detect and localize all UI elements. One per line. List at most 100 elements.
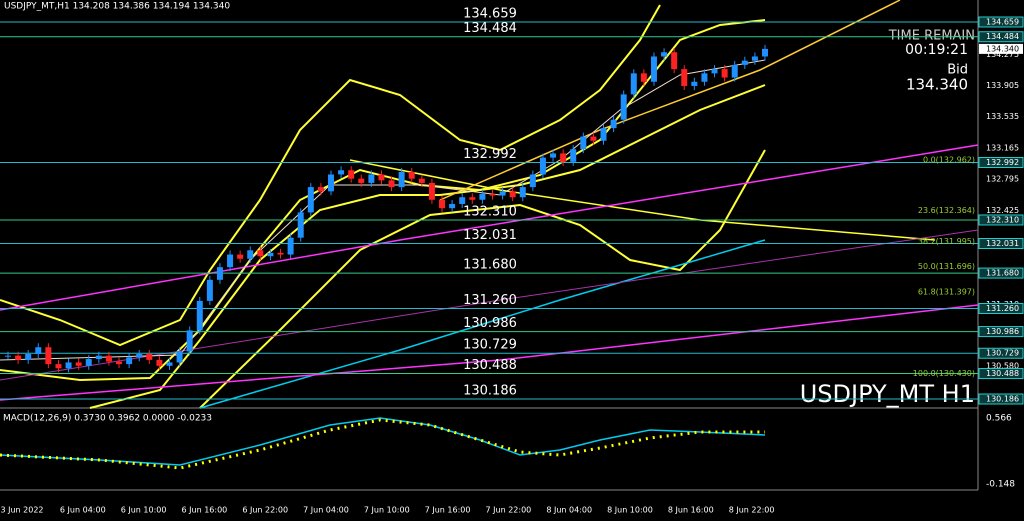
candle <box>529 174 536 188</box>
price-label: 132.795 <box>986 175 1019 184</box>
time-label: 6 Jun 22:00 <box>242 506 288 515</box>
time-label: 3 Jun 2022 <box>0 506 43 515</box>
candle <box>348 170 355 179</box>
candle <box>418 178 425 183</box>
axis-box <box>978 157 1024 169</box>
candle <box>751 56 758 61</box>
candle <box>711 69 718 74</box>
band <box>0 19 766 382</box>
candle <box>126 357 133 365</box>
candle <box>65 362 72 369</box>
symbol: USDJPY_MT H1 <box>800 380 975 408</box>
candle <box>186 330 193 352</box>
time-label: 6 Jun 10:00 <box>121 506 167 515</box>
price-label: 130.186 <box>986 395 1019 404</box>
axis-box <box>978 302 1024 314</box>
price-label: 133.535 <box>986 112 1019 121</box>
candle <box>216 267 223 280</box>
axis-box <box>978 393 1024 405</box>
fib-label: 50.0(131.696) <box>918 262 975 271</box>
fib-label: 23.6(132.364) <box>918 206 975 215</box>
price-label: 134.659 <box>986 18 1019 27</box>
trend <box>439 0 901 201</box>
candle <box>539 157 546 175</box>
candle <box>75 362 82 366</box>
candle <box>509 191 516 198</box>
level-label: 130.986 <box>463 316 517 331</box>
candle <box>287 237 294 255</box>
level-label: 130.488 <box>463 358 517 373</box>
candle <box>681 69 688 86</box>
candle <box>590 136 597 141</box>
time-remain: TIME REMAIN <box>888 29 975 44</box>
bid-box <box>979 43 1023 54</box>
candle <box>15 355 22 360</box>
price-label: 132.425 <box>986 206 1019 215</box>
time-label: 7 Jun 04:00 <box>303 506 349 515</box>
candle <box>247 250 254 259</box>
candle <box>196 300 203 331</box>
price-label: 134.484 <box>986 32 1019 41</box>
candle <box>338 170 345 175</box>
candle <box>35 347 42 354</box>
candle <box>550 153 557 158</box>
candle <box>277 252 284 255</box>
candle <box>206 279 213 301</box>
time-label: 7 Jun 16:00 <box>425 506 471 515</box>
level-label: 134.659 <box>463 7 517 22</box>
fib-label: 100.0(130.430) <box>913 369 975 378</box>
candle <box>105 355 112 362</box>
price-label: 134.275 <box>986 50 1019 59</box>
axis-box <box>978 16 1024 28</box>
candle <box>661 52 668 57</box>
candle <box>25 353 32 360</box>
signal-line <box>0 418 765 470</box>
price-label: 131.680 <box>986 269 1019 278</box>
candle <box>741 60 748 65</box>
level-label: 132.310 <box>463 204 517 219</box>
level-label: 130.186 <box>463 384 517 399</box>
candle <box>560 153 567 162</box>
candle <box>519 187 526 198</box>
candle <box>398 171 405 188</box>
candle <box>459 197 466 204</box>
candle <box>388 180 395 188</box>
price-label: 131.260 <box>986 304 1019 313</box>
price-label: 132.992 <box>986 158 1019 167</box>
candle <box>731 64 738 78</box>
axis-box <box>978 237 1024 249</box>
candle <box>479 193 486 200</box>
price-label: 133.905 <box>986 81 1019 90</box>
time-label: 7 Jun 10:00 <box>364 506 410 515</box>
axis-box <box>978 267 1024 279</box>
candle <box>307 187 314 213</box>
time-label: 7 Jun 22:00 <box>486 506 532 515</box>
candle <box>327 174 334 192</box>
price-label: 130.986 <box>986 327 1019 336</box>
fib-label: 61.8(131.397) <box>918 287 975 296</box>
candle <box>146 353 153 360</box>
candle <box>428 182 435 200</box>
bid-axis: 134.340 <box>986 44 1019 53</box>
candle <box>267 252 274 257</box>
candle <box>671 52 678 70</box>
candle <box>762 48 768 57</box>
ma-line <box>0 59 766 361</box>
candle <box>156 359 163 366</box>
trend <box>349 159 936 241</box>
candle <box>368 174 375 183</box>
time-label: 8 Jun 22:00 <box>729 506 775 515</box>
level-label: 130.729 <box>463 338 517 353</box>
candle <box>5 355 11 357</box>
level-label: 134.484 <box>463 21 517 36</box>
bid-label: Bid <box>947 63 968 78</box>
channel <box>0 304 979 401</box>
candle <box>630 73 637 95</box>
candle <box>116 361 123 365</box>
candle <box>257 250 264 257</box>
candle <box>570 149 577 162</box>
candle <box>580 136 587 150</box>
band <box>89 84 766 409</box>
fib-label: 0.0(132.962) <box>923 156 975 165</box>
